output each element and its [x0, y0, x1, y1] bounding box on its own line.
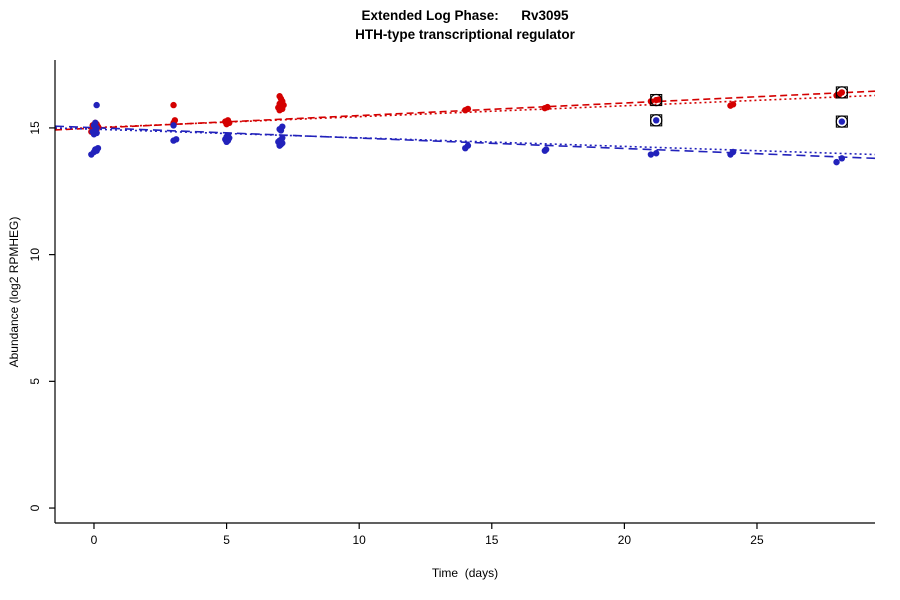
flag-circle-marker	[650, 114, 663, 127]
flag-circle-marker	[835, 115, 848, 128]
trend-line-blue-series-3	[54, 127, 876, 156]
data-point-red-series	[655, 96, 663, 103]
chart-title: Extended Log Phase: Rv3095	[361, 8, 569, 23]
data-point-red-series	[729, 101, 737, 108]
data-point-blue-series	[93, 101, 100, 109]
data-point-blue-series	[838, 118, 846, 125]
x-tick-label: 20	[618, 533, 632, 547]
data-point-blue-series	[838, 155, 846, 162]
data-point-blue-series	[224, 132, 232, 139]
trend-line-blue-series-2	[54, 125, 876, 160]
data-point-red-series	[224, 117, 232, 124]
data-point-blue-series	[279, 123, 286, 130]
data-point-red-series	[464, 105, 472, 113]
x-tick-label: 25	[750, 533, 764, 547]
x-tick-label: 0	[91, 533, 98, 547]
data-point-blue-series	[92, 119, 99, 127]
y-tick-label: 10	[28, 248, 42, 262]
chart-subtitle: HTH-type transcriptional regulator	[355, 27, 575, 42]
data-point-blue-series	[833, 158, 840, 166]
y-axis-label: Abundance (log2 RPMHEG)	[7, 216, 21, 368]
data-point-red-series	[544, 103, 551, 111]
flag-circle-marker	[650, 93, 663, 107]
x-tick-label: 5	[223, 533, 230, 547]
data-point-blue-series	[729, 148, 737, 156]
data-point-blue-series	[542, 146, 550, 153]
data-point-blue-series	[464, 142, 472, 149]
data-point-red-series	[171, 117, 179, 124]
x-tick-label: 10	[353, 533, 367, 547]
data-point-blue-series	[279, 134, 286, 142]
x-tick-label: 15	[485, 533, 499, 547]
data-point-blue-series	[647, 151, 655, 158]
data-point-red-series	[838, 89, 846, 96]
y-tick-label: 5	[28, 378, 42, 385]
x-axis-label: Time (days)	[431, 566, 499, 580]
data-point-blue-series	[170, 122, 177, 129]
data-point-blue-series	[653, 150, 660, 157]
data-point-blue-series	[653, 117, 660, 124]
data-point-blue-series	[94, 144, 102, 152]
data-point-red-series	[276, 93, 283, 100]
y-tick-label: 0	[28, 504, 42, 511]
flag-circle-marker	[835, 86, 848, 99]
data-point-blue-series	[172, 136, 180, 143]
y-tick-label: 15	[28, 121, 42, 135]
data-point-red-series	[170, 101, 177, 109]
